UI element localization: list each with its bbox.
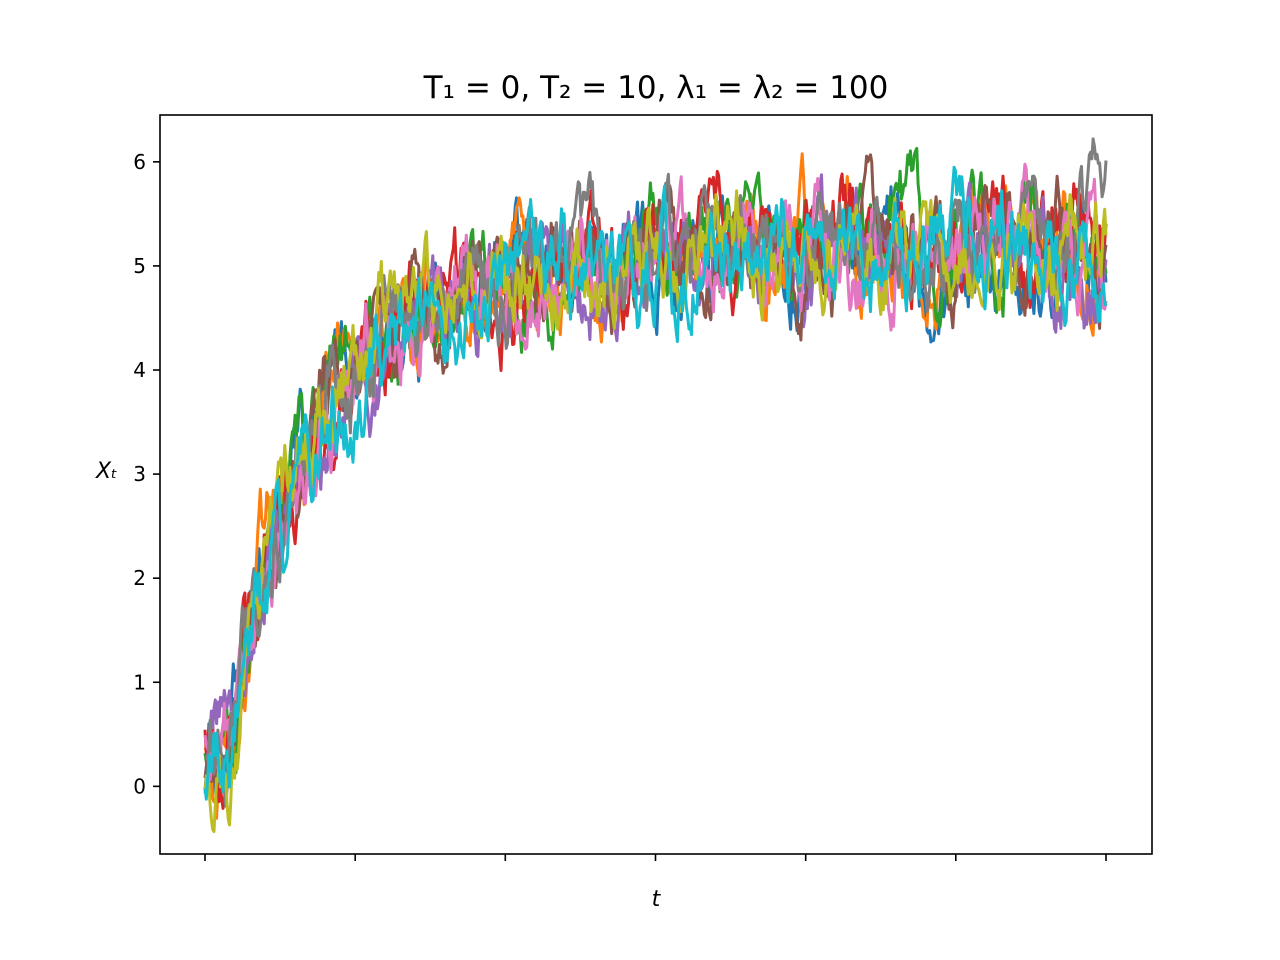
y-tick-label: 1	[133, 670, 146, 694]
series-line-8	[204, 137, 1108, 808]
y-tick-label: 3	[133, 462, 146, 486]
x-axis-ticks	[204, 854, 1107, 861]
y-axis-label: Xₜ	[95, 459, 118, 484]
chart-title: T₁ = 0, T₂ = 10, λ₁ = λ₂ = 100	[423, 70, 889, 106]
y-tick-label: 6	[133, 150, 146, 174]
series-line-9	[203, 189, 1108, 834]
y-tick-label: 0	[133, 774, 146, 798]
series-line-10	[203, 165, 1108, 801]
y-tick-label: 4	[133, 358, 146, 382]
series-lines-layer	[203, 137, 1108, 834]
y-tick-label: 2	[133, 566, 146, 590]
x-axis-label: t	[652, 887, 662, 912]
y-axis-ticks: 0 1 2 3 4 5 6	[133, 150, 160, 798]
y-tick-label: 5	[133, 254, 146, 278]
